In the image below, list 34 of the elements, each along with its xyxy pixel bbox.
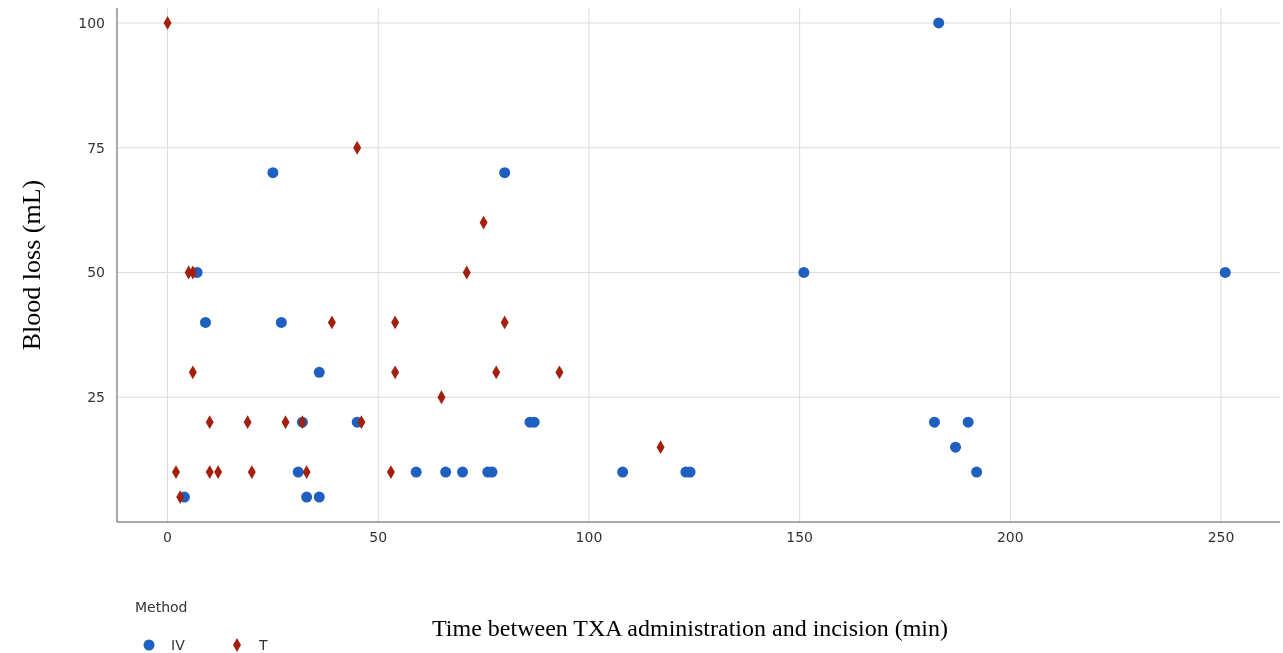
point [313,366,325,378]
point [301,491,313,503]
point [1219,267,1231,278]
x-tick-label: 200 [996,529,1024,545]
x-tick-label: 150 [786,529,813,545]
point [292,466,304,478]
y-tick-label: 50 [87,264,105,281]
y-tick-label: 25 [87,389,105,406]
point [457,466,469,478]
point [798,267,810,278]
x-tick-label: 50 [369,529,388,545]
point [617,466,629,478]
point [933,17,945,29]
point [275,316,287,328]
y-tick-label: 100 [78,14,105,31]
x-tick-label: 100 [575,529,603,545]
y-axis-title: Blood loss (mL) [17,179,46,351]
x-tick-label: 0 [163,529,173,545]
point [950,441,962,453]
point [199,316,211,328]
point [410,466,422,478]
y-tick-label: 75 [87,139,105,156]
point [499,167,511,179]
point [962,416,974,428]
point [267,167,279,179]
legend-title: Method [135,599,188,615]
point [928,416,940,428]
point [971,466,983,478]
legend-label: IV [171,636,186,653]
point [313,491,325,503]
x-axis-title: Time between TXA administration and incision (min) [432,615,948,641]
x-tick-label: 250 [1207,529,1235,545]
legend-label: T [258,636,268,653]
point [440,466,452,478]
